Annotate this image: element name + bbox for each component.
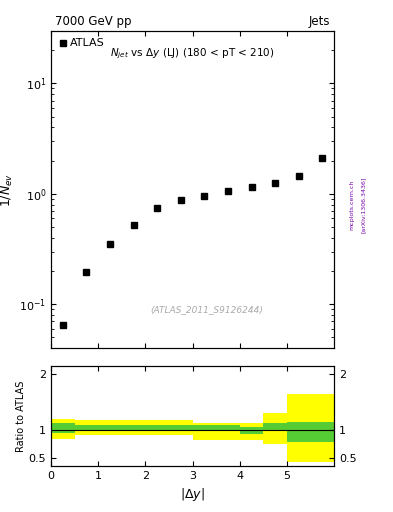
Y-axis label: $1/N_{ev}$: $1/N_{ev}$ <box>0 173 15 206</box>
Text: mcplots.cern.ch: mcplots.cern.ch <box>349 180 354 230</box>
ATLAS <box>108 241 112 247</box>
ATLAS <box>320 155 325 161</box>
Line: ATLAS: ATLAS <box>60 156 325 328</box>
Y-axis label: Ratio to ATLAS: Ratio to ATLAS <box>16 380 26 452</box>
Text: Jets: Jets <box>309 15 330 28</box>
ATLAS <box>131 222 136 228</box>
ATLAS <box>202 193 207 199</box>
X-axis label: $|\Delta y|$: $|\Delta y|$ <box>180 486 205 503</box>
ATLAS <box>249 184 254 190</box>
ATLAS <box>296 173 301 179</box>
ATLAS <box>178 197 183 203</box>
ATLAS <box>273 180 277 186</box>
Legend: ATLAS: ATLAS <box>57 36 107 51</box>
Text: (ATLAS_2011_S9126244): (ATLAS_2011_S9126244) <box>150 306 263 314</box>
ATLAS <box>155 204 160 210</box>
ATLAS <box>84 269 89 275</box>
Text: $N_{jet}$ vs $\Delta y$ (LJ) (180 < pT < 210): $N_{jet}$ vs $\Delta y$ (LJ) (180 < pT <… <box>110 47 275 61</box>
ATLAS <box>226 188 230 195</box>
ATLAS <box>61 322 65 328</box>
Text: 7000 GeV pp: 7000 GeV pp <box>55 15 132 28</box>
Text: [arXiv:1306.3436]: [arXiv:1306.3436] <box>361 177 366 233</box>
